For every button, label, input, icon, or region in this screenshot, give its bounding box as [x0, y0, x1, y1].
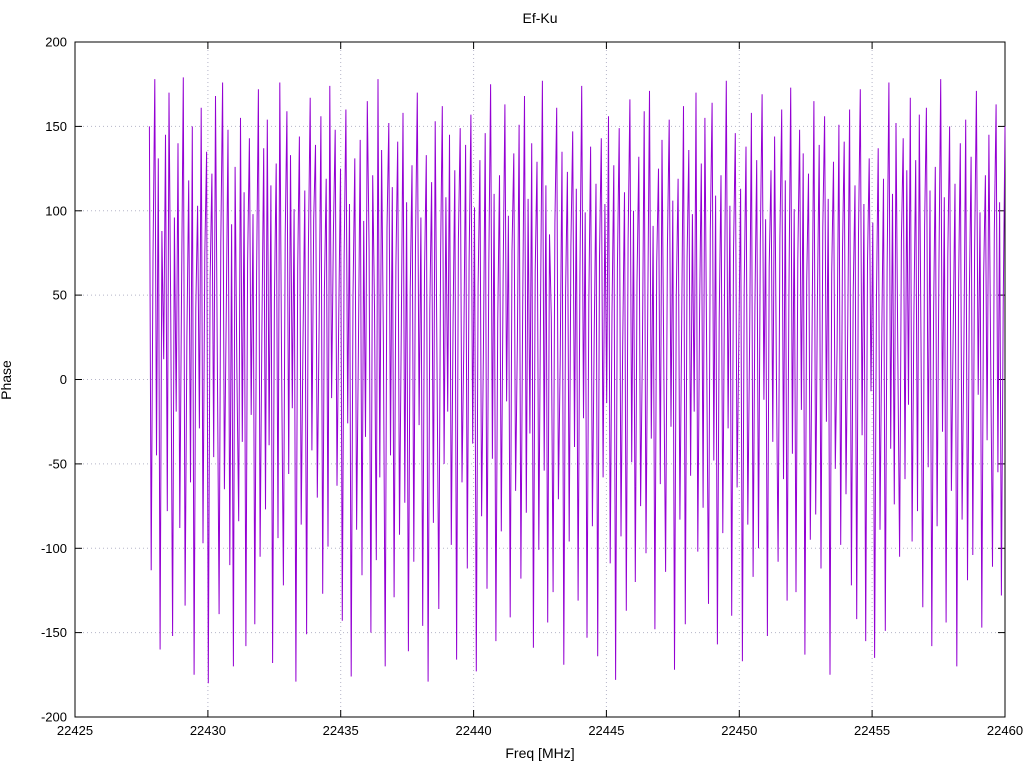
- x-axis-label: Freq [MHz]: [505, 745, 575, 761]
- x-tick-label: 22460: [987, 723, 1023, 738]
- y-tick-label: -50: [48, 456, 67, 471]
- plot-border: [74, 41, 1006, 718]
- x-tick-label: 22455: [854, 723, 890, 738]
- phase-trace: [148, 77, 1006, 684]
- chart-title: Ef-Ku: [522, 10, 558, 26]
- x-tick-label: 22445: [588, 723, 624, 738]
- y-tick-label: 150: [45, 119, 67, 134]
- x-tick-label: 22440: [456, 723, 492, 738]
- y-tick-label: -200: [41, 710, 67, 725]
- x-tick-label: 22450: [721, 723, 757, 738]
- y-tick-label: -100: [41, 541, 67, 556]
- x-tick-label: 22430: [190, 723, 226, 738]
- y-tick-label: 50: [53, 288, 67, 303]
- y-tick-label: 200: [45, 35, 67, 50]
- y-tick-label: -150: [41, 625, 67, 640]
- x-tick-label: 22435: [323, 723, 359, 738]
- y-tick-label: 0: [60, 372, 67, 387]
- y-axis-label: Phase: [0, 360, 14, 400]
- y-tick-label: 100: [45, 203, 67, 218]
- x-tick-label: 22425: [57, 723, 93, 738]
